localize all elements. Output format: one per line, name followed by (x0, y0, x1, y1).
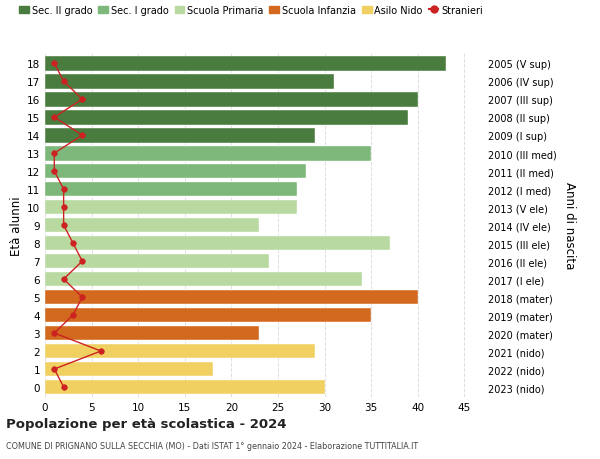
Bar (45, 93, 418, 107)
Bar (45, 272, 362, 287)
Legend: Sec. II grado, Sec. I grado, Scuola Primaria, Scuola Infanzia, Asilo Nido, Stran: Sec. II grado, Sec. I grado, Scuola Prim… (19, 6, 483, 16)
Bar (45, 254, 269, 269)
Bar (45, 236, 390, 251)
Bar (45, 129, 315, 143)
Bar (45, 218, 259, 233)
Y-axis label: Età alunni: Età alunni (10, 196, 23, 255)
Text: Popolazione per età scolastica - 2024: Popolazione per età scolastica - 2024 (6, 417, 287, 430)
Bar (45, 200, 296, 215)
Bar (45, 56, 446, 72)
Bar (45, 75, 334, 90)
Bar (45, 164, 306, 179)
Y-axis label: Anni di nascita: Anni di nascita (563, 182, 576, 269)
Bar (45, 362, 213, 376)
Bar (45, 326, 259, 341)
Bar (45, 182, 296, 197)
Bar (45, 380, 325, 395)
Bar (45, 290, 418, 305)
Bar (45, 146, 371, 161)
Bar (45, 111, 409, 125)
Bar (45, 344, 315, 358)
Text: COMUNE DI PRIGNANO SULLA SECCHIA (MO) - Dati ISTAT 1° gennaio 2024 - Elaborazion: COMUNE DI PRIGNANO SULLA SECCHIA (MO) - … (6, 441, 418, 450)
Bar (45, 308, 371, 323)
